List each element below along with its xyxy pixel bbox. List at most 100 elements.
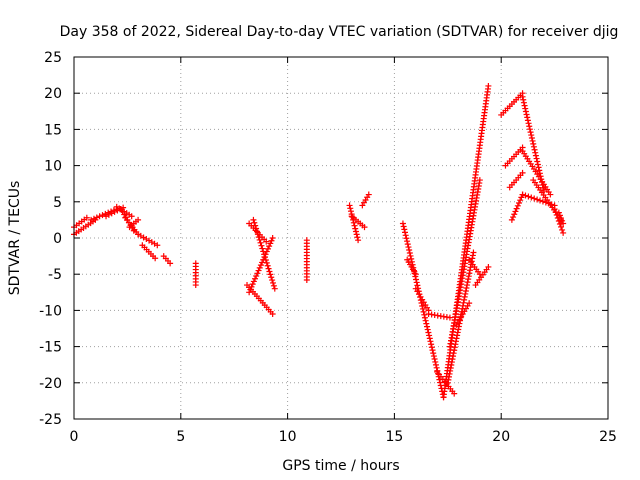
data-point — [513, 205, 520, 212]
y-tick-label: 5 — [53, 195, 62, 211]
data-point — [560, 220, 567, 227]
data-point — [533, 155, 540, 162]
x-tick-label: 15 — [385, 429, 403, 445]
data-point — [430, 353, 437, 360]
data-point — [413, 279, 420, 286]
data-point — [536, 170, 543, 177]
y-tick-label: 0 — [53, 231, 62, 247]
data-point — [528, 134, 535, 141]
data-point — [267, 240, 274, 247]
data-point — [528, 132, 535, 139]
data-point — [555, 209, 562, 216]
data-point — [260, 248, 267, 255]
data-point — [519, 169, 526, 176]
data-point — [485, 263, 492, 270]
data-point — [556, 212, 563, 219]
data-point — [253, 273, 260, 280]
y-axis-label: SDTVAR / TECUs — [7, 181, 23, 296]
data-point — [485, 82, 492, 89]
data-point — [413, 276, 420, 283]
data-point — [349, 214, 356, 221]
x-tick-label: 5 — [176, 429, 185, 445]
x-axis-label: GPS time / hours — [282, 458, 399, 474]
data-point — [405, 244, 412, 251]
data-point — [547, 191, 554, 198]
data-point — [428, 344, 435, 351]
data-point — [261, 254, 268, 261]
data-point — [255, 267, 262, 274]
data-point — [521, 102, 528, 109]
data-point — [524, 114, 531, 121]
data-point — [399, 220, 406, 227]
data-point — [263, 238, 270, 245]
y-tick-label: -25 — [39, 412, 62, 428]
data-point — [451, 390, 458, 397]
data-point — [431, 355, 438, 362]
data-point — [253, 228, 260, 235]
data-point — [432, 361, 439, 368]
data-point — [403, 235, 410, 242]
data-point — [425, 329, 432, 336]
data-point — [536, 167, 543, 174]
data-point — [346, 202, 353, 209]
data-point — [99, 212, 106, 219]
data-point — [422, 317, 429, 324]
data-point — [535, 164, 542, 171]
data-point — [412, 271, 419, 278]
data-point — [401, 226, 408, 233]
data-point — [514, 202, 521, 209]
axis-ticks — [73, 56, 609, 420]
data-point — [532, 152, 539, 159]
data-point — [355, 237, 362, 244]
data-point — [532, 149, 539, 156]
data-point — [256, 264, 263, 271]
data-point — [192, 282, 199, 289]
y-tick-labels: -25 -20 -15 -10 -5 0 5 10 15 20 25 — [39, 50, 62, 428]
data-point — [430, 350, 437, 357]
data-point — [93, 214, 100, 221]
x-tick-label: 0 — [70, 429, 79, 445]
data-point — [534, 158, 541, 165]
chart-title: Day 358 of 2022, Sidereal Day-to-day VTE… — [60, 24, 619, 40]
data-point — [426, 335, 433, 342]
y-tick-label: 15 — [44, 122, 62, 138]
data-point — [446, 314, 453, 321]
data-point — [402, 232, 409, 239]
data-point — [522, 105, 529, 112]
data-point — [347, 208, 354, 215]
x-tick-label: 20 — [492, 429, 510, 445]
data-point — [347, 205, 354, 212]
data-point — [263, 259, 270, 266]
y-tick-label: -5 — [48, 267, 62, 283]
x-tick-label: 25 — [599, 429, 617, 445]
data-point — [524, 117, 531, 124]
data-point — [432, 358, 439, 365]
data-point — [559, 226, 566, 233]
data-point — [414, 282, 421, 289]
data-point — [466, 300, 473, 307]
data-point — [427, 338, 434, 345]
data-point — [511, 211, 518, 218]
data-point — [424, 323, 431, 330]
data-point — [249, 281, 256, 288]
data-point — [426, 332, 433, 339]
data-point — [419, 302, 426, 309]
data-point — [404, 238, 411, 245]
data-point — [560, 229, 567, 236]
data-point — [250, 278, 257, 285]
data-point — [508, 216, 515, 223]
data-point — [254, 270, 261, 277]
data-point — [512, 208, 519, 215]
data-point — [476, 177, 483, 184]
data-point — [361, 224, 368, 231]
data-point — [558, 223, 565, 230]
data-point — [437, 379, 444, 386]
data-point — [531, 195, 538, 202]
y-tick-label: 10 — [44, 159, 62, 175]
data-point — [534, 196, 541, 203]
data-point — [407, 252, 414, 259]
data-point — [264, 245, 271, 252]
data-point — [520, 96, 527, 103]
data-point — [88, 216, 95, 223]
data-point — [526, 126, 533, 133]
